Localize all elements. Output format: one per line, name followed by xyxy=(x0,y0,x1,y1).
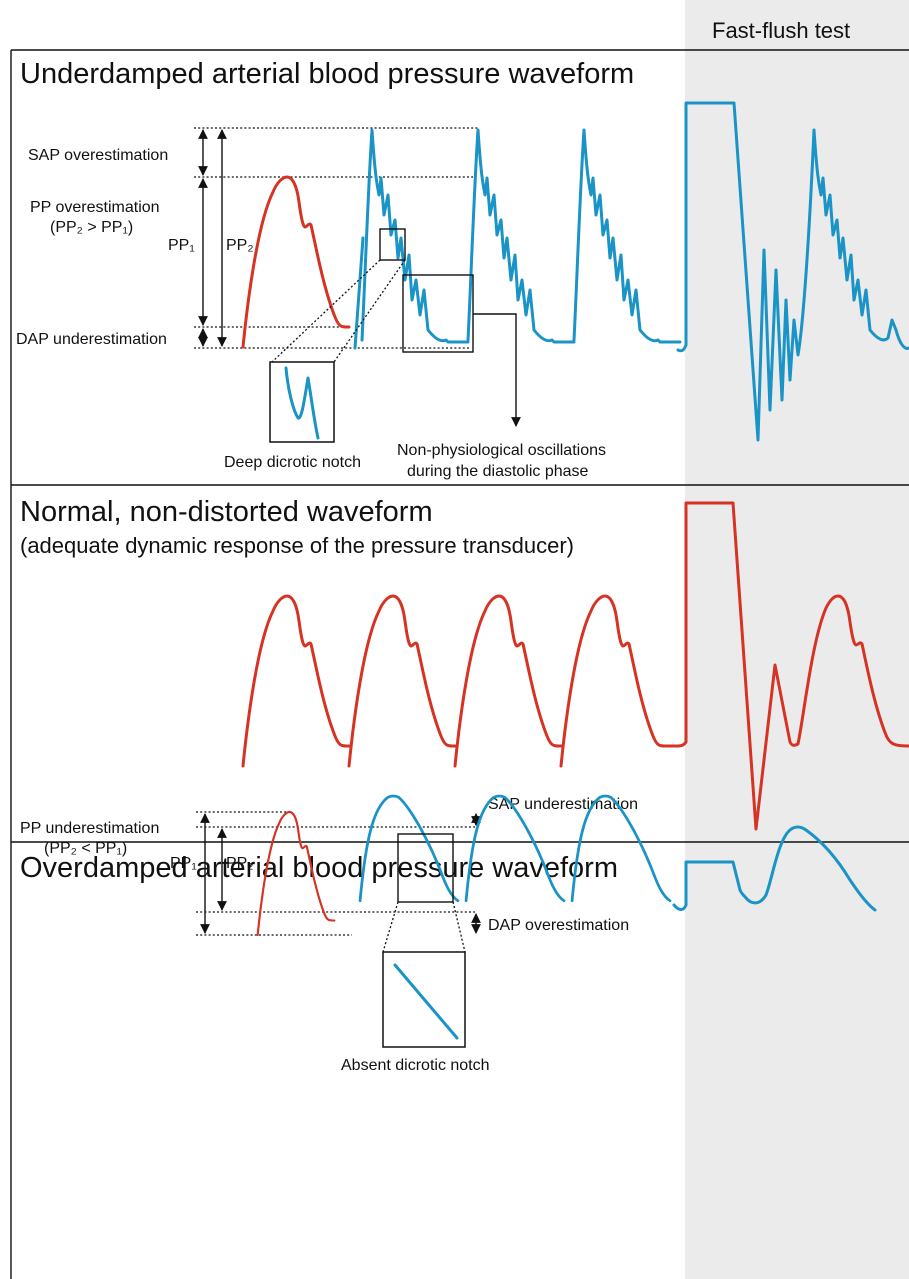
normal-title: Normal, non-distorted waveform xyxy=(20,496,433,528)
deep-dicrotic-notch-label: Deep dicrotic notch xyxy=(224,454,361,471)
pp-overestimation-relation: (PP₂ > PP₁) xyxy=(50,219,133,236)
pp-underestimation-label: PP underestimation xyxy=(20,820,159,837)
underdamped-title: Underdamped arterial blood pressure wave… xyxy=(20,58,634,90)
dap-underestimation-label: DAP underestimation xyxy=(16,331,167,348)
normal-panel: Normal, non-distorted waveform (adequate… xyxy=(20,496,909,831)
underdamped-panel: Underdamped arterial blood pressure wave… xyxy=(16,58,909,480)
normal-subtitle: (adequate dynamic response of the pressu… xyxy=(20,533,574,558)
oscillations-label-line2: during the diastolic phase xyxy=(407,463,589,480)
fast-flush-label: Fast-flush test xyxy=(712,18,850,43)
dap-overestimation-label: DAP overestimation xyxy=(488,917,629,934)
normal-waveform xyxy=(241,501,909,831)
pp-underestimation-relation: (PP₂ < PP₁) xyxy=(44,840,127,857)
pp2-label: PP₂ xyxy=(226,855,254,872)
oscillations-label-line1: Non-physiological oscillations xyxy=(397,442,606,459)
fast-flush-region xyxy=(685,0,909,1279)
underdamped-reference-beat xyxy=(241,175,351,349)
absent-notch-highlight xyxy=(397,833,454,903)
overdamped-panel: Overdamped arterial blood pressure wavef… xyxy=(20,794,877,1074)
dicrotic-notch-inset xyxy=(269,361,335,443)
sap-underestimation-label: SAP underestimation xyxy=(488,796,638,813)
pp2-label: PP₂ xyxy=(226,237,254,254)
pp1-label: PP₁ xyxy=(168,237,195,254)
pp-overestimation-label: PP overestimation xyxy=(30,199,160,216)
absent-dicrotic-notch-label: Absent dicrotic notch xyxy=(341,1057,490,1074)
sap-overestimation-label: SAP overestimation xyxy=(28,147,168,164)
pp1-label: PP₁ xyxy=(170,855,197,872)
overdamped-waveform xyxy=(358,794,877,912)
dicrotic-notch-highlight xyxy=(379,228,406,261)
overdamped-title: Overdamped arterial blood pressure wavef… xyxy=(20,852,618,884)
